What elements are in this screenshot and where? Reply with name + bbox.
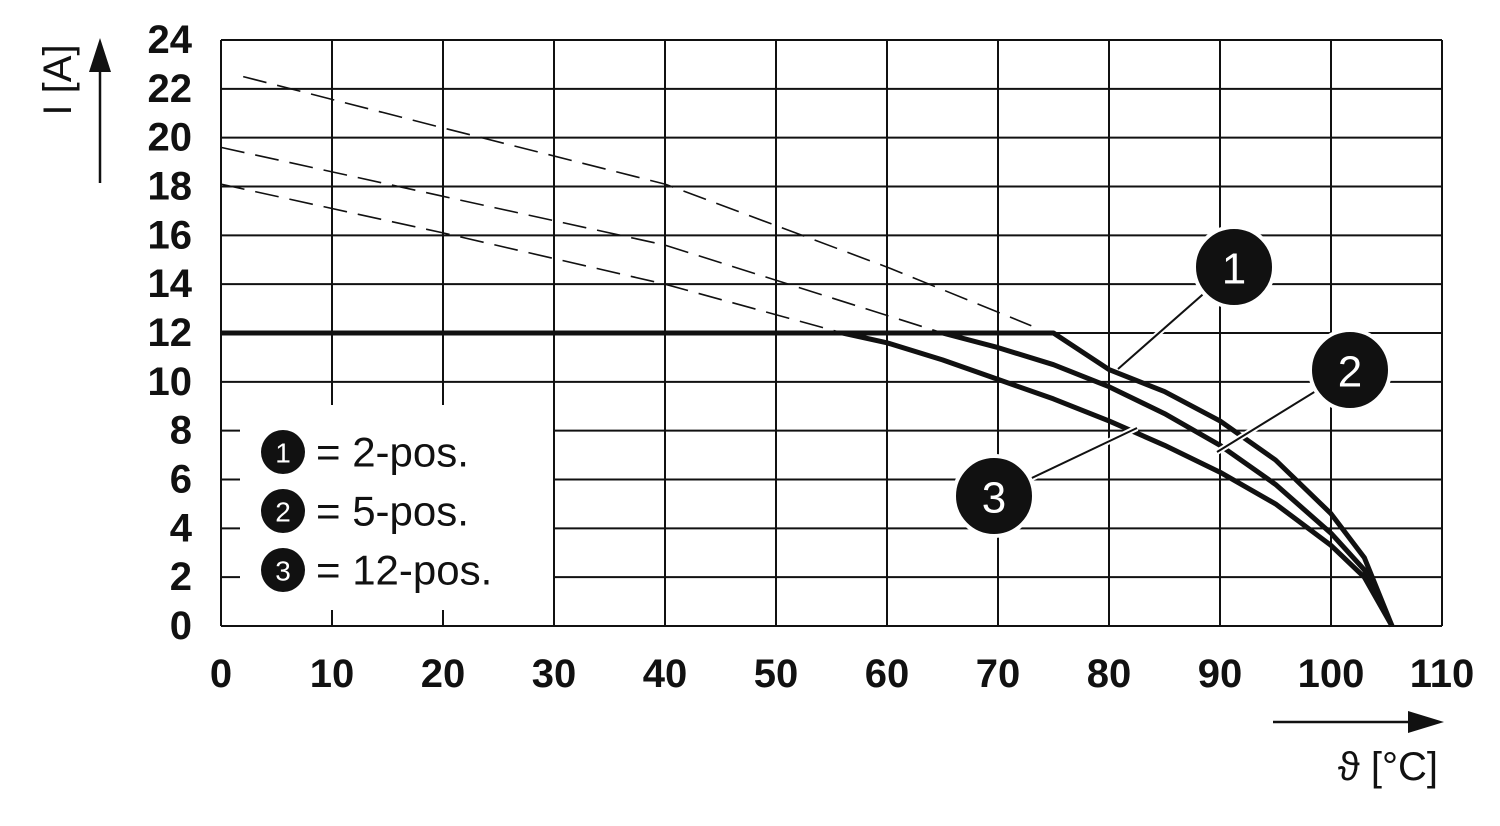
derating-curve [221,330,1395,628]
legend-label: = 2-pos. [316,429,469,476]
y-tick-label: 20 [148,116,193,160]
x-tick-label: 70 [976,652,1021,696]
x-tick-label: 30 [532,652,577,696]
legend-marker-label: 2 [275,497,291,528]
legend-marker-label: 3 [275,556,291,587]
y-tick-label: 10 [148,360,193,404]
dashed-line [220,183,843,334]
x-axis-arrowhead [1408,711,1444,733]
callout-marker [1308,328,1392,412]
callout-label: 3 [982,474,1006,523]
y-tick-label: 4 [170,506,193,550]
y-tick-label: 0 [170,604,192,648]
x-tick-label: 50 [754,652,799,696]
callout-marker [1192,225,1276,309]
legend-label: = 12-pos. [316,547,492,594]
y-tick-label: 22 [148,67,193,111]
y-tick-label: 12 [148,311,193,355]
x-tick-label: 0 [210,652,232,696]
y-tick-label: 18 [148,165,193,209]
legend-marker [261,489,305,533]
callout-marker [952,454,1036,538]
y-tick-label: 6 [170,458,192,502]
x-tick-label: 20 [421,652,466,696]
x-tick-label: 40 [643,652,688,696]
y-tick-label: 24 [148,18,193,62]
dashed-line [243,75,1032,327]
x-tick-label: 90 [1198,652,1243,696]
legend-marker [261,548,305,592]
dashed-line [220,146,943,334]
y-tick-label: 14 [148,262,193,306]
y-tick-label: 8 [170,409,192,453]
x-axis-label: ϑ [°C] [1338,745,1438,789]
x-tick-label: 110 [1410,652,1475,696]
y-axis-arrowhead [89,38,111,72]
x-tick-label: 10 [310,652,355,696]
legend-marker [261,430,305,474]
y-tick-label: 2 [170,555,192,599]
x-tick-label: 60 [865,652,910,696]
derating-curve [221,330,1395,627]
x-tick-label: 80 [1087,652,1132,696]
y-tick-label: 16 [148,213,193,257]
x-tick-label: 100 [1298,652,1365,696]
legend-marker-label: 1 [275,438,291,469]
legend-label: = 5-pos. [316,488,469,535]
derating-curve [221,330,1395,628]
y-axis-label: I [A] [36,44,80,115]
callout-label: 2 [1338,348,1362,397]
callout-label: 1 [1222,245,1246,294]
